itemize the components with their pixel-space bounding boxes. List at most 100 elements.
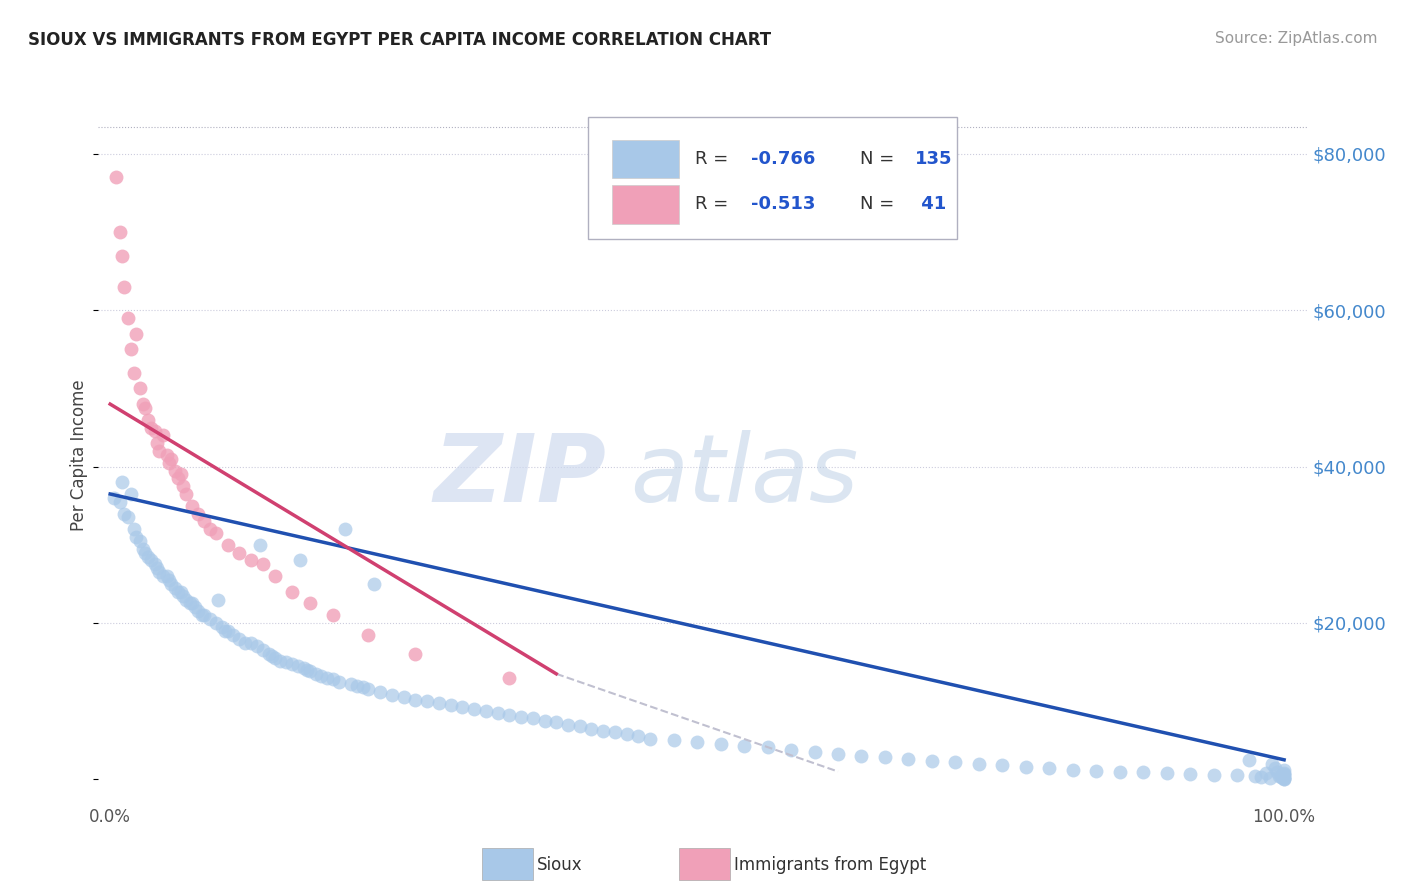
Text: atlas: atlas bbox=[630, 430, 859, 521]
Point bbox=[368, 685, 391, 699]
Point bbox=[276, 655, 298, 669]
FancyBboxPatch shape bbox=[613, 186, 679, 224]
Point bbox=[233, 635, 256, 649]
Point bbox=[136, 549, 159, 564]
Point bbox=[281, 657, 304, 671]
Point bbox=[190, 608, 212, 623]
Point bbox=[710, 737, 733, 751]
Point bbox=[1226, 768, 1249, 782]
Point bbox=[1265, 765, 1288, 780]
Point bbox=[333, 522, 356, 536]
Point bbox=[340, 677, 363, 691]
Point bbox=[112, 280, 135, 294]
Text: Sioux: Sioux bbox=[537, 856, 582, 874]
Point bbox=[117, 311, 139, 326]
Point bbox=[1272, 768, 1295, 782]
Point bbox=[1268, 769, 1291, 783]
Text: Immigrants from Egypt: Immigrants from Egypt bbox=[734, 856, 927, 874]
Point bbox=[1261, 756, 1284, 771]
Point bbox=[111, 475, 134, 490]
Point bbox=[581, 722, 603, 736]
Point bbox=[228, 546, 250, 560]
Point bbox=[183, 600, 205, 615]
Point bbox=[522, 711, 544, 725]
Point bbox=[134, 401, 156, 415]
Point bbox=[1272, 767, 1295, 781]
Point bbox=[198, 612, 221, 626]
Point bbox=[193, 514, 215, 528]
Point bbox=[557, 717, 579, 731]
Point bbox=[246, 640, 269, 654]
Text: -0.513: -0.513 bbox=[751, 195, 815, 213]
Point bbox=[187, 507, 209, 521]
Point bbox=[1270, 770, 1292, 784]
Point bbox=[357, 682, 380, 697]
Point bbox=[733, 739, 755, 753]
Point bbox=[1085, 764, 1108, 778]
Point bbox=[134, 546, 156, 560]
Point bbox=[756, 740, 779, 755]
Point bbox=[851, 748, 873, 763]
Point bbox=[304, 666, 326, 681]
Point bbox=[686, 735, 709, 749]
Point bbox=[136, 413, 159, 427]
Text: Source: ZipAtlas.com: Source: ZipAtlas.com bbox=[1215, 31, 1378, 46]
Point bbox=[193, 608, 215, 623]
Point bbox=[157, 456, 180, 470]
Point bbox=[281, 584, 304, 599]
Point bbox=[1156, 766, 1178, 780]
Text: R =: R = bbox=[695, 150, 734, 169]
Point bbox=[1132, 765, 1154, 780]
Point bbox=[416, 694, 439, 708]
Point bbox=[357, 628, 380, 642]
Point bbox=[172, 589, 194, 603]
Point bbox=[627, 730, 650, 744]
Point bbox=[112, 507, 135, 521]
Point bbox=[298, 597, 321, 611]
Point bbox=[143, 425, 166, 439]
Point bbox=[240, 553, 263, 567]
Point bbox=[298, 665, 321, 679]
Point bbox=[108, 225, 131, 239]
Point bbox=[105, 170, 128, 185]
Point bbox=[211, 620, 233, 634]
Point bbox=[392, 690, 415, 705]
Point bbox=[155, 448, 177, 462]
Point bbox=[204, 526, 226, 541]
Point bbox=[176, 487, 198, 501]
Point bbox=[141, 553, 163, 567]
Point bbox=[1243, 769, 1265, 783]
Point bbox=[252, 558, 274, 572]
Point bbox=[103, 491, 125, 505]
Point bbox=[262, 648, 284, 663]
Point bbox=[287, 659, 309, 673]
Point bbox=[1237, 753, 1260, 767]
Point bbox=[143, 558, 166, 572]
Point bbox=[214, 624, 236, 638]
Point bbox=[1062, 763, 1084, 777]
Point bbox=[204, 615, 226, 630]
Point bbox=[217, 624, 239, 638]
Point bbox=[128, 382, 150, 396]
Point bbox=[498, 671, 520, 685]
Point bbox=[592, 723, 614, 738]
Point bbox=[179, 597, 201, 611]
Point bbox=[120, 343, 142, 357]
Point bbox=[125, 530, 148, 544]
Point bbox=[328, 674, 350, 689]
Point bbox=[122, 366, 145, 380]
Point bbox=[363, 577, 385, 591]
Point bbox=[228, 632, 250, 646]
Text: N =: N = bbox=[860, 150, 900, 169]
Point bbox=[1256, 766, 1278, 780]
Point bbox=[1272, 763, 1295, 777]
Point bbox=[292, 661, 315, 675]
Point bbox=[132, 541, 155, 556]
Point bbox=[120, 487, 142, 501]
Point bbox=[1272, 771, 1295, 785]
Point bbox=[662, 733, 685, 747]
Text: SIOUX VS IMMIGRANTS FROM EGYPT PER CAPITA INCOME CORRELATION CHART: SIOUX VS IMMIGRANTS FROM EGYPT PER CAPIT… bbox=[28, 31, 772, 49]
Point bbox=[1180, 767, 1202, 781]
Point bbox=[240, 635, 263, 649]
Point bbox=[198, 522, 221, 536]
